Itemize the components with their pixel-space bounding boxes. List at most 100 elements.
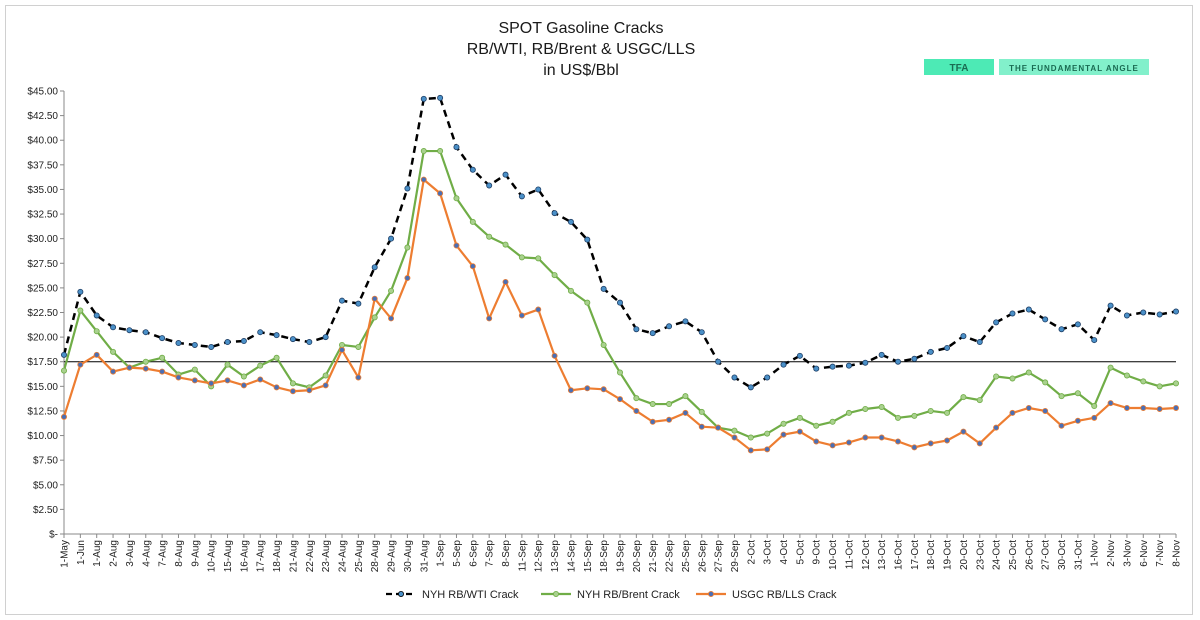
x-tick-label: 23-Aug bbox=[321, 540, 332, 572]
data-point-nyh-rb-wti-crack bbox=[175, 340, 182, 347]
x-tick-label: 3-Nov bbox=[1122, 540, 1133, 567]
data-point-usgc-rb-lls-crack bbox=[437, 190, 444, 197]
y-tick-label: $12.50 bbox=[27, 406, 58, 417]
data-point-nyh-rb-brent-crack bbox=[273, 354, 280, 361]
data-point-nyh-rb-brent-crack bbox=[911, 412, 918, 419]
data-point-nyh-rb-wti-crack bbox=[666, 323, 673, 330]
data-point-nyh-rb-brent-crack bbox=[142, 358, 149, 365]
x-tick-label: 12-Oct bbox=[861, 540, 872, 570]
y-tick-label: $27.50 bbox=[27, 259, 58, 270]
data-point-nyh-rb-brent-crack bbox=[927, 407, 934, 414]
x-tick-label: 28-Aug bbox=[370, 540, 381, 572]
data-point-nyh-rb-wti-crack bbox=[142, 329, 149, 336]
data-point-nyh-rb-brent-crack bbox=[813, 422, 820, 429]
data-point-usgc-rb-lls-crack bbox=[862, 434, 869, 441]
data-point-nyh-rb-brent-crack bbox=[698, 408, 705, 415]
x-tick-label: 21-Sep bbox=[648, 540, 659, 573]
data-point-usgc-rb-lls-crack bbox=[142, 365, 149, 372]
data-point-nyh-rb-wti-crack bbox=[1042, 316, 1049, 323]
data-point-nyh-rb-brent-crack bbox=[388, 287, 395, 294]
data-point-nyh-rb-brent-crack bbox=[584, 299, 591, 306]
data-point-usgc-rb-lls-crack bbox=[273, 384, 280, 391]
data-point-nyh-rb-brent-crack bbox=[666, 401, 673, 408]
y-tick-label: $7.50 bbox=[33, 456, 58, 467]
x-tick-label: 8-Aug bbox=[174, 540, 185, 567]
line-chart: SPOT Gasoline Cracks RB/WTI, RB/Brent & … bbox=[27, 20, 1182, 601]
data-point-nyh-rb-wti-crack bbox=[715, 358, 722, 365]
data-point-nyh-rb-brent-crack bbox=[355, 343, 362, 350]
data-point-nyh-rb-brent-crack bbox=[518, 254, 525, 261]
data-point-nyh-rb-brent-crack bbox=[224, 361, 231, 368]
x-tick-label: 18-Oct bbox=[926, 540, 937, 570]
data-point-nyh-rb-brent-crack bbox=[976, 397, 983, 404]
x-tick-label: 6-Nov bbox=[1139, 540, 1150, 567]
data-point-usgc-rb-lls-crack bbox=[355, 374, 362, 381]
legend-label-usgc-rb-lls-crack: USGC RB/LLS Crack bbox=[732, 589, 837, 601]
logo-name: THE FUNDAMENTAL ANGLE bbox=[1009, 64, 1139, 73]
data-point-nyh-rb-brent-crack bbox=[551, 272, 558, 279]
y-tick-label: $45.00 bbox=[27, 87, 58, 98]
data-point-nyh-rb-brent-crack bbox=[845, 409, 852, 416]
data-point-nyh-rb-wti-crack bbox=[61, 351, 68, 358]
data-point-usgc-rb-lls-crack bbox=[93, 351, 100, 358]
data-point-usgc-rb-lls-crack bbox=[682, 409, 689, 416]
data-point-nyh-rb-wti-crack bbox=[698, 329, 705, 336]
data-point-nyh-rb-wti-crack bbox=[1058, 326, 1065, 333]
data-point-nyh-rb-brent-crack bbox=[535, 255, 542, 262]
data-point-nyh-rb-brent-crack bbox=[960, 394, 967, 401]
data-point-nyh-rb-wti-crack bbox=[927, 348, 934, 355]
data-point-nyh-rb-brent-crack bbox=[878, 404, 885, 411]
data-point-nyh-rb-brent-crack bbox=[944, 409, 951, 416]
data-point-nyh-rb-wti-crack bbox=[829, 363, 836, 370]
data-point-usgc-rb-lls-crack bbox=[878, 434, 885, 441]
data-point-nyh-rb-brent-crack bbox=[649, 401, 656, 408]
legend-label-nyh-rb-brent-crack: NYH RB/Brent Crack bbox=[577, 589, 680, 601]
x-tick-label: 30-Aug bbox=[403, 540, 414, 572]
x-tick-label: 7-Sep bbox=[485, 540, 496, 567]
data-point-usgc-rb-lls-crack bbox=[731, 434, 738, 441]
x-tick-label: 27-Oct bbox=[1041, 540, 1052, 570]
x-tick-label: 25-Sep bbox=[681, 540, 692, 573]
x-tick-label: 1-Sep bbox=[436, 540, 447, 567]
data-point-usgc-rb-lls-crack bbox=[698, 423, 705, 430]
x-tick-label: 7-Aug bbox=[158, 540, 169, 567]
x-tick-label: 29-Aug bbox=[387, 540, 398, 572]
data-point-usgc-rb-lls-crack bbox=[551, 352, 558, 359]
legend-marker-usgc-rb-lls-crack bbox=[708, 591, 715, 598]
data-point-usgc-rb-lls-crack bbox=[895, 438, 902, 445]
data-point-nyh-rb-brent-crack bbox=[437, 148, 444, 155]
data-point-nyh-rb-wti-crack bbox=[420, 95, 427, 102]
data-point-nyh-rb-brent-crack bbox=[829, 418, 836, 425]
data-point-usgc-rb-lls-crack bbox=[1025, 404, 1032, 411]
data-point-nyh-rb-brent-crack bbox=[453, 195, 460, 202]
x-tick-label: 17-Aug bbox=[256, 540, 267, 572]
chart-title-line-2: RB/WTI, RB/Brent & USGC/LLS bbox=[467, 41, 696, 58]
x-tick-label: 29-Sep bbox=[730, 540, 741, 573]
data-point-nyh-rb-brent-crack bbox=[371, 314, 378, 321]
data-point-nyh-rb-wti-crack bbox=[796, 352, 803, 359]
data-point-nyh-rb-brent-crack bbox=[1107, 364, 1114, 371]
x-tick-label: 16-Aug bbox=[239, 540, 250, 572]
data-point-nyh-rb-wti-crack bbox=[273, 332, 280, 339]
data-point-usgc-rb-lls-crack bbox=[469, 263, 476, 270]
data-point-nyh-rb-wti-crack bbox=[469, 166, 476, 173]
x-tick-label: 5-Oct bbox=[795, 540, 806, 565]
data-point-nyh-rb-wti-crack bbox=[551, 210, 558, 217]
data-point-usgc-rb-lls-crack bbox=[813, 438, 820, 445]
data-point-nyh-rb-wti-crack bbox=[1091, 337, 1098, 344]
data-point-nyh-rb-brent-crack bbox=[502, 241, 509, 248]
data-point-nyh-rb-brent-crack bbox=[1156, 383, 1163, 390]
x-tick-label: 15-Sep bbox=[583, 540, 594, 573]
data-point-nyh-rb-brent-crack bbox=[420, 148, 427, 155]
data-point-nyh-rb-wti-crack bbox=[1025, 306, 1032, 313]
data-point-nyh-rb-brent-crack bbox=[486, 233, 493, 240]
data-point-nyh-rb-brent-crack bbox=[862, 405, 869, 412]
data-point-usgc-rb-lls-crack bbox=[927, 440, 934, 447]
data-point-usgc-rb-lls-crack bbox=[486, 315, 493, 322]
data-point-nyh-rb-brent-crack bbox=[600, 341, 607, 348]
data-point-usgc-rb-lls-crack bbox=[633, 407, 640, 414]
x-tick-label: 24-Oct bbox=[992, 540, 1003, 570]
data-point-nyh-rb-wti-crack bbox=[1156, 311, 1163, 318]
x-tick-label: 19-Oct bbox=[943, 540, 954, 570]
data-point-nyh-rb-wti-crack bbox=[617, 299, 624, 306]
